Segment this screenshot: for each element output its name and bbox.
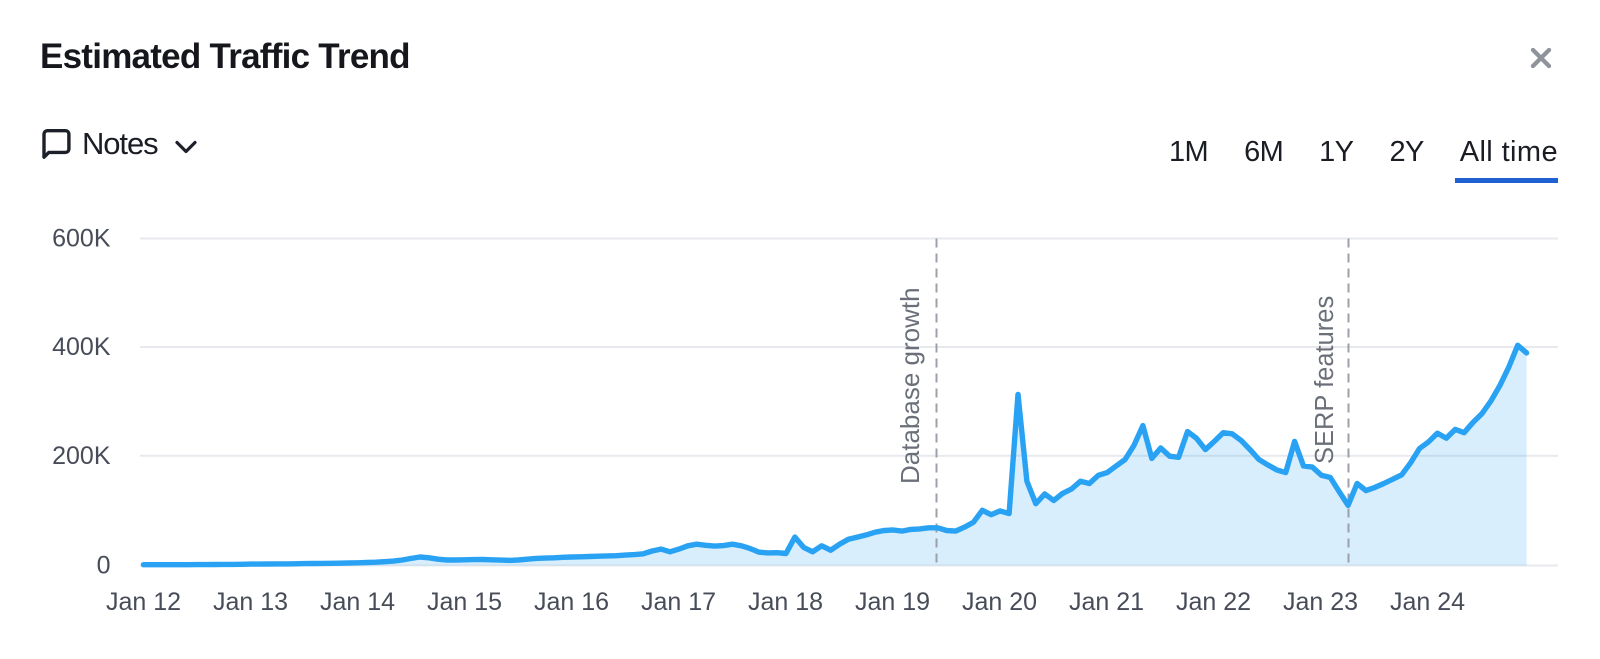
svg-text:SERP features: SERP features — [1311, 296, 1339, 464]
svg-text:400K: 400K — [52, 333, 111, 361]
svg-text:Jan 20: Jan 20 — [962, 588, 1037, 616]
svg-text:Jan 16: Jan 16 — [534, 588, 609, 616]
svg-text:Jan 18: Jan 18 — [748, 588, 823, 616]
svg-text:600K: 600K — [52, 225, 111, 253]
svg-text:Jan 24: Jan 24 — [1390, 588, 1465, 616]
svg-text:Jan 19: Jan 19 — [855, 588, 930, 616]
svg-text:Jan 21: Jan 21 — [1069, 588, 1144, 616]
svg-text:Jan 17: Jan 17 — [641, 588, 716, 616]
svg-text:Jan 23: Jan 23 — [1283, 588, 1358, 616]
svg-text:Jan 13: Jan 13 — [213, 588, 288, 616]
svg-text:Jan 12: Jan 12 — [106, 588, 181, 616]
svg-text:Jan 15: Jan 15 — [427, 588, 502, 616]
svg-text:200K: 200K — [52, 442, 111, 470]
svg-text:Database growth: Database growth — [895, 287, 925, 484]
svg-text:Jan 14: Jan 14 — [320, 588, 395, 616]
svg-text:0: 0 — [97, 552, 111, 580]
svg-text:Jan 22: Jan 22 — [1176, 588, 1251, 616]
